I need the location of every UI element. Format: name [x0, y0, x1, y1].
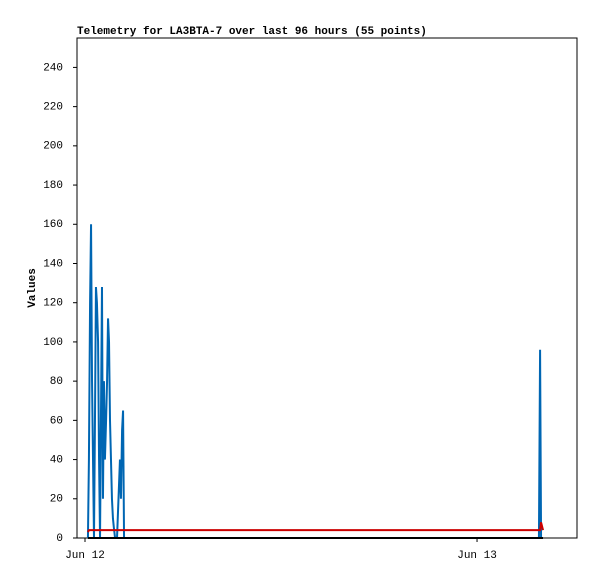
y-tick-label: 60	[50, 415, 63, 427]
y-tick-label: 40	[50, 454, 63, 466]
chart-title: Telemetry for LA3BTA-7 over last 96 hour…	[77, 26, 427, 38]
series-line	[86, 224, 544, 539]
series-line	[87, 522, 544, 533]
y-tick-label: 180	[43, 180, 63, 192]
y-tick-label: 240	[43, 62, 63, 74]
y-tick-label: 20	[50, 494, 63, 506]
y-tick-label: 0	[56, 533, 63, 545]
y-tick-label: 220	[43, 102, 63, 114]
y-axis-label: Values	[27, 268, 39, 308]
y-tick-label: 80	[50, 376, 63, 388]
y-tick-label: 200	[43, 141, 63, 153]
y-tick-label: 100	[43, 337, 63, 349]
y-tick-label: 140	[43, 258, 63, 270]
x-tick-label: Jun 13	[457, 550, 497, 562]
y-tick-label: 120	[43, 298, 63, 310]
y-tick-label: 160	[43, 219, 63, 231]
x-tick-label: Jun 12	[65, 550, 105, 562]
